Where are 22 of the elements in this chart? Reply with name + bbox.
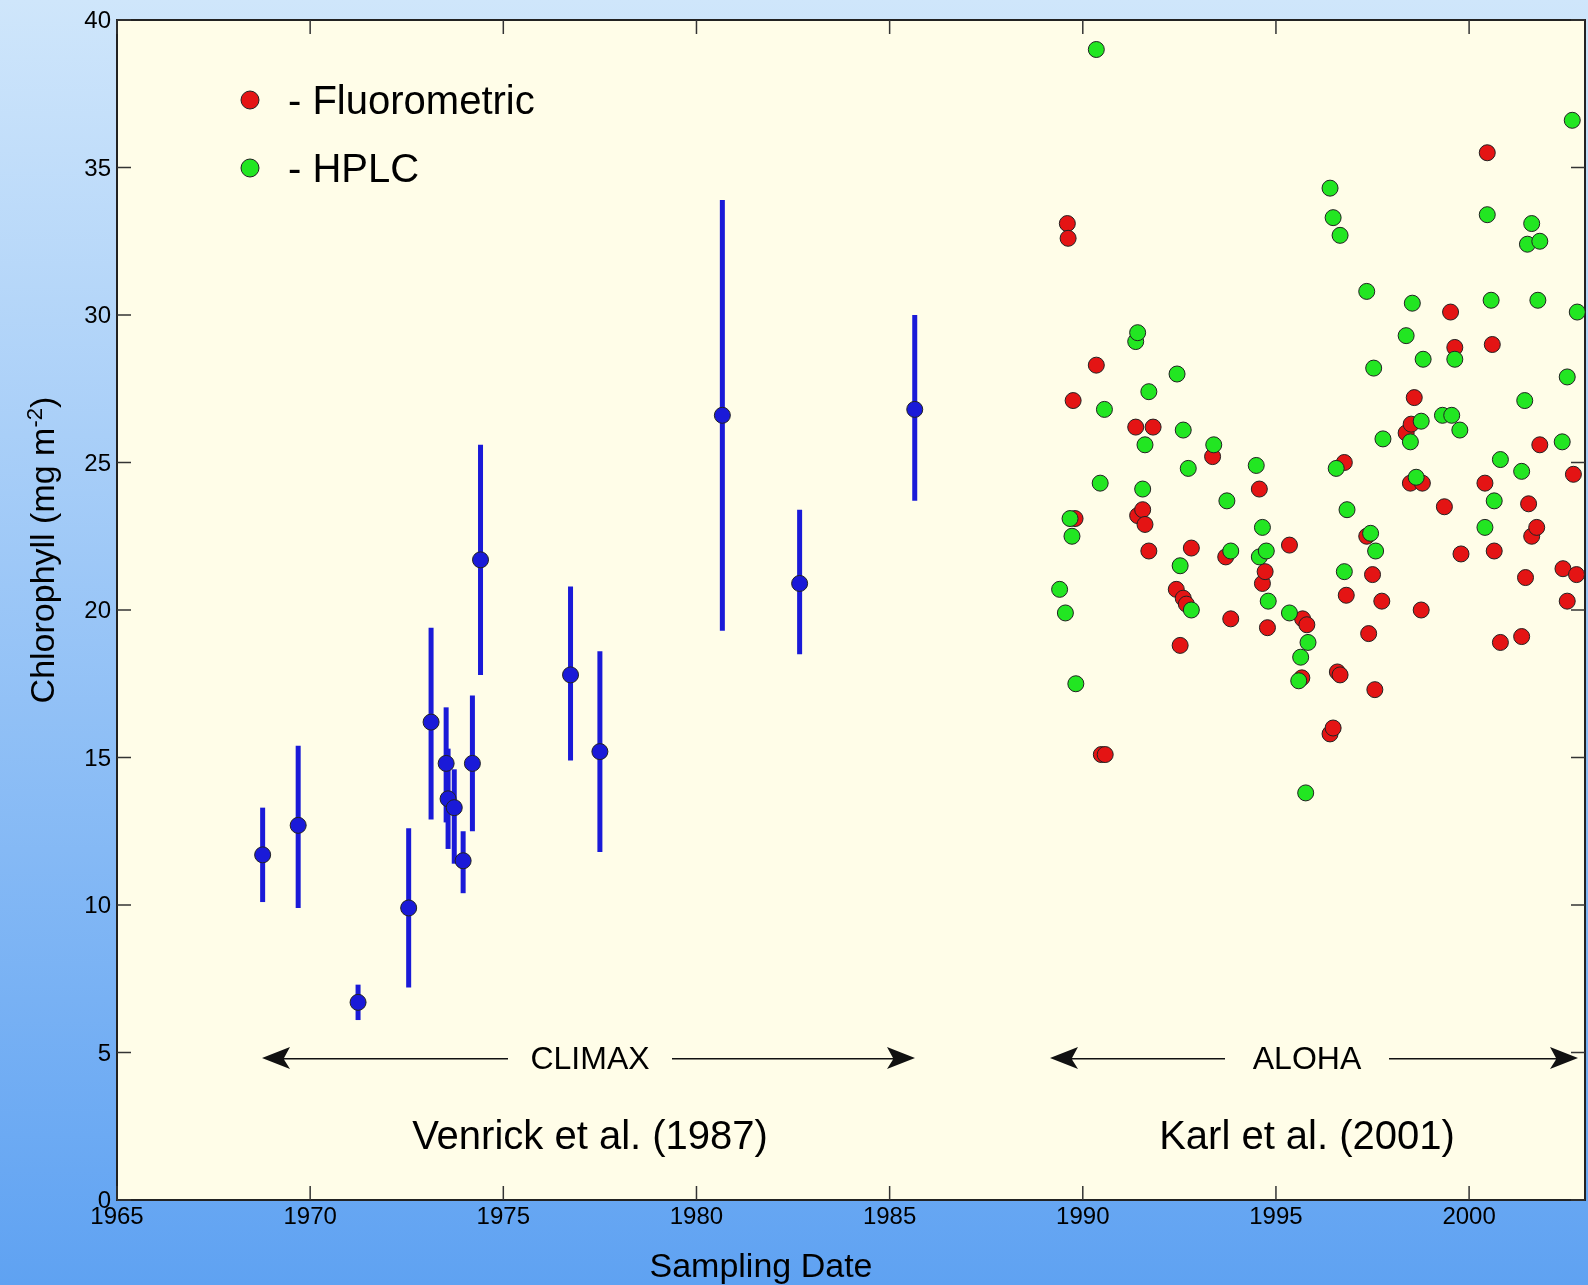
x-tick-label: 1970 bbox=[283, 1202, 337, 1229]
annotation: Karl et al. (2001) bbox=[1159, 1113, 1455, 1157]
x-tick-label: 1995 bbox=[1249, 1202, 1303, 1229]
y-tick-label: 15 bbox=[84, 743, 111, 771]
y-tick-label: 5 bbox=[97, 1038, 111, 1066]
x-tick-label: 1985 bbox=[862, 1202, 917, 1229]
y-tick-label: 40 bbox=[84, 6, 111, 34]
x-tick-label: 1980 bbox=[669, 1202, 724, 1229]
y-tick-label: 30 bbox=[84, 301, 111, 329]
annotation: CLIMAX bbox=[530, 1040, 650, 1077]
annotation: ALOHA bbox=[1252, 1040, 1362, 1077]
x-tick-label: 2000 bbox=[1442, 1202, 1496, 1229]
x-axis-title: Sampling Date bbox=[649, 1246, 873, 1284]
y-tick-label: 35 bbox=[84, 153, 111, 181]
y-tick-label: 20 bbox=[84, 596, 111, 624]
x-tick-label: 1975 bbox=[476, 1202, 531, 1229]
legend-label: - HPLC bbox=[288, 146, 420, 190]
annotation: Venrick et al. (1987) bbox=[412, 1113, 768, 1157]
x-tick-label: 1990 bbox=[1056, 1202, 1110, 1229]
y-tick-label: 10 bbox=[84, 891, 111, 919]
legend-label: - Fluorometric bbox=[288, 78, 535, 122]
y-tick-label: 25 bbox=[84, 448, 111, 476]
